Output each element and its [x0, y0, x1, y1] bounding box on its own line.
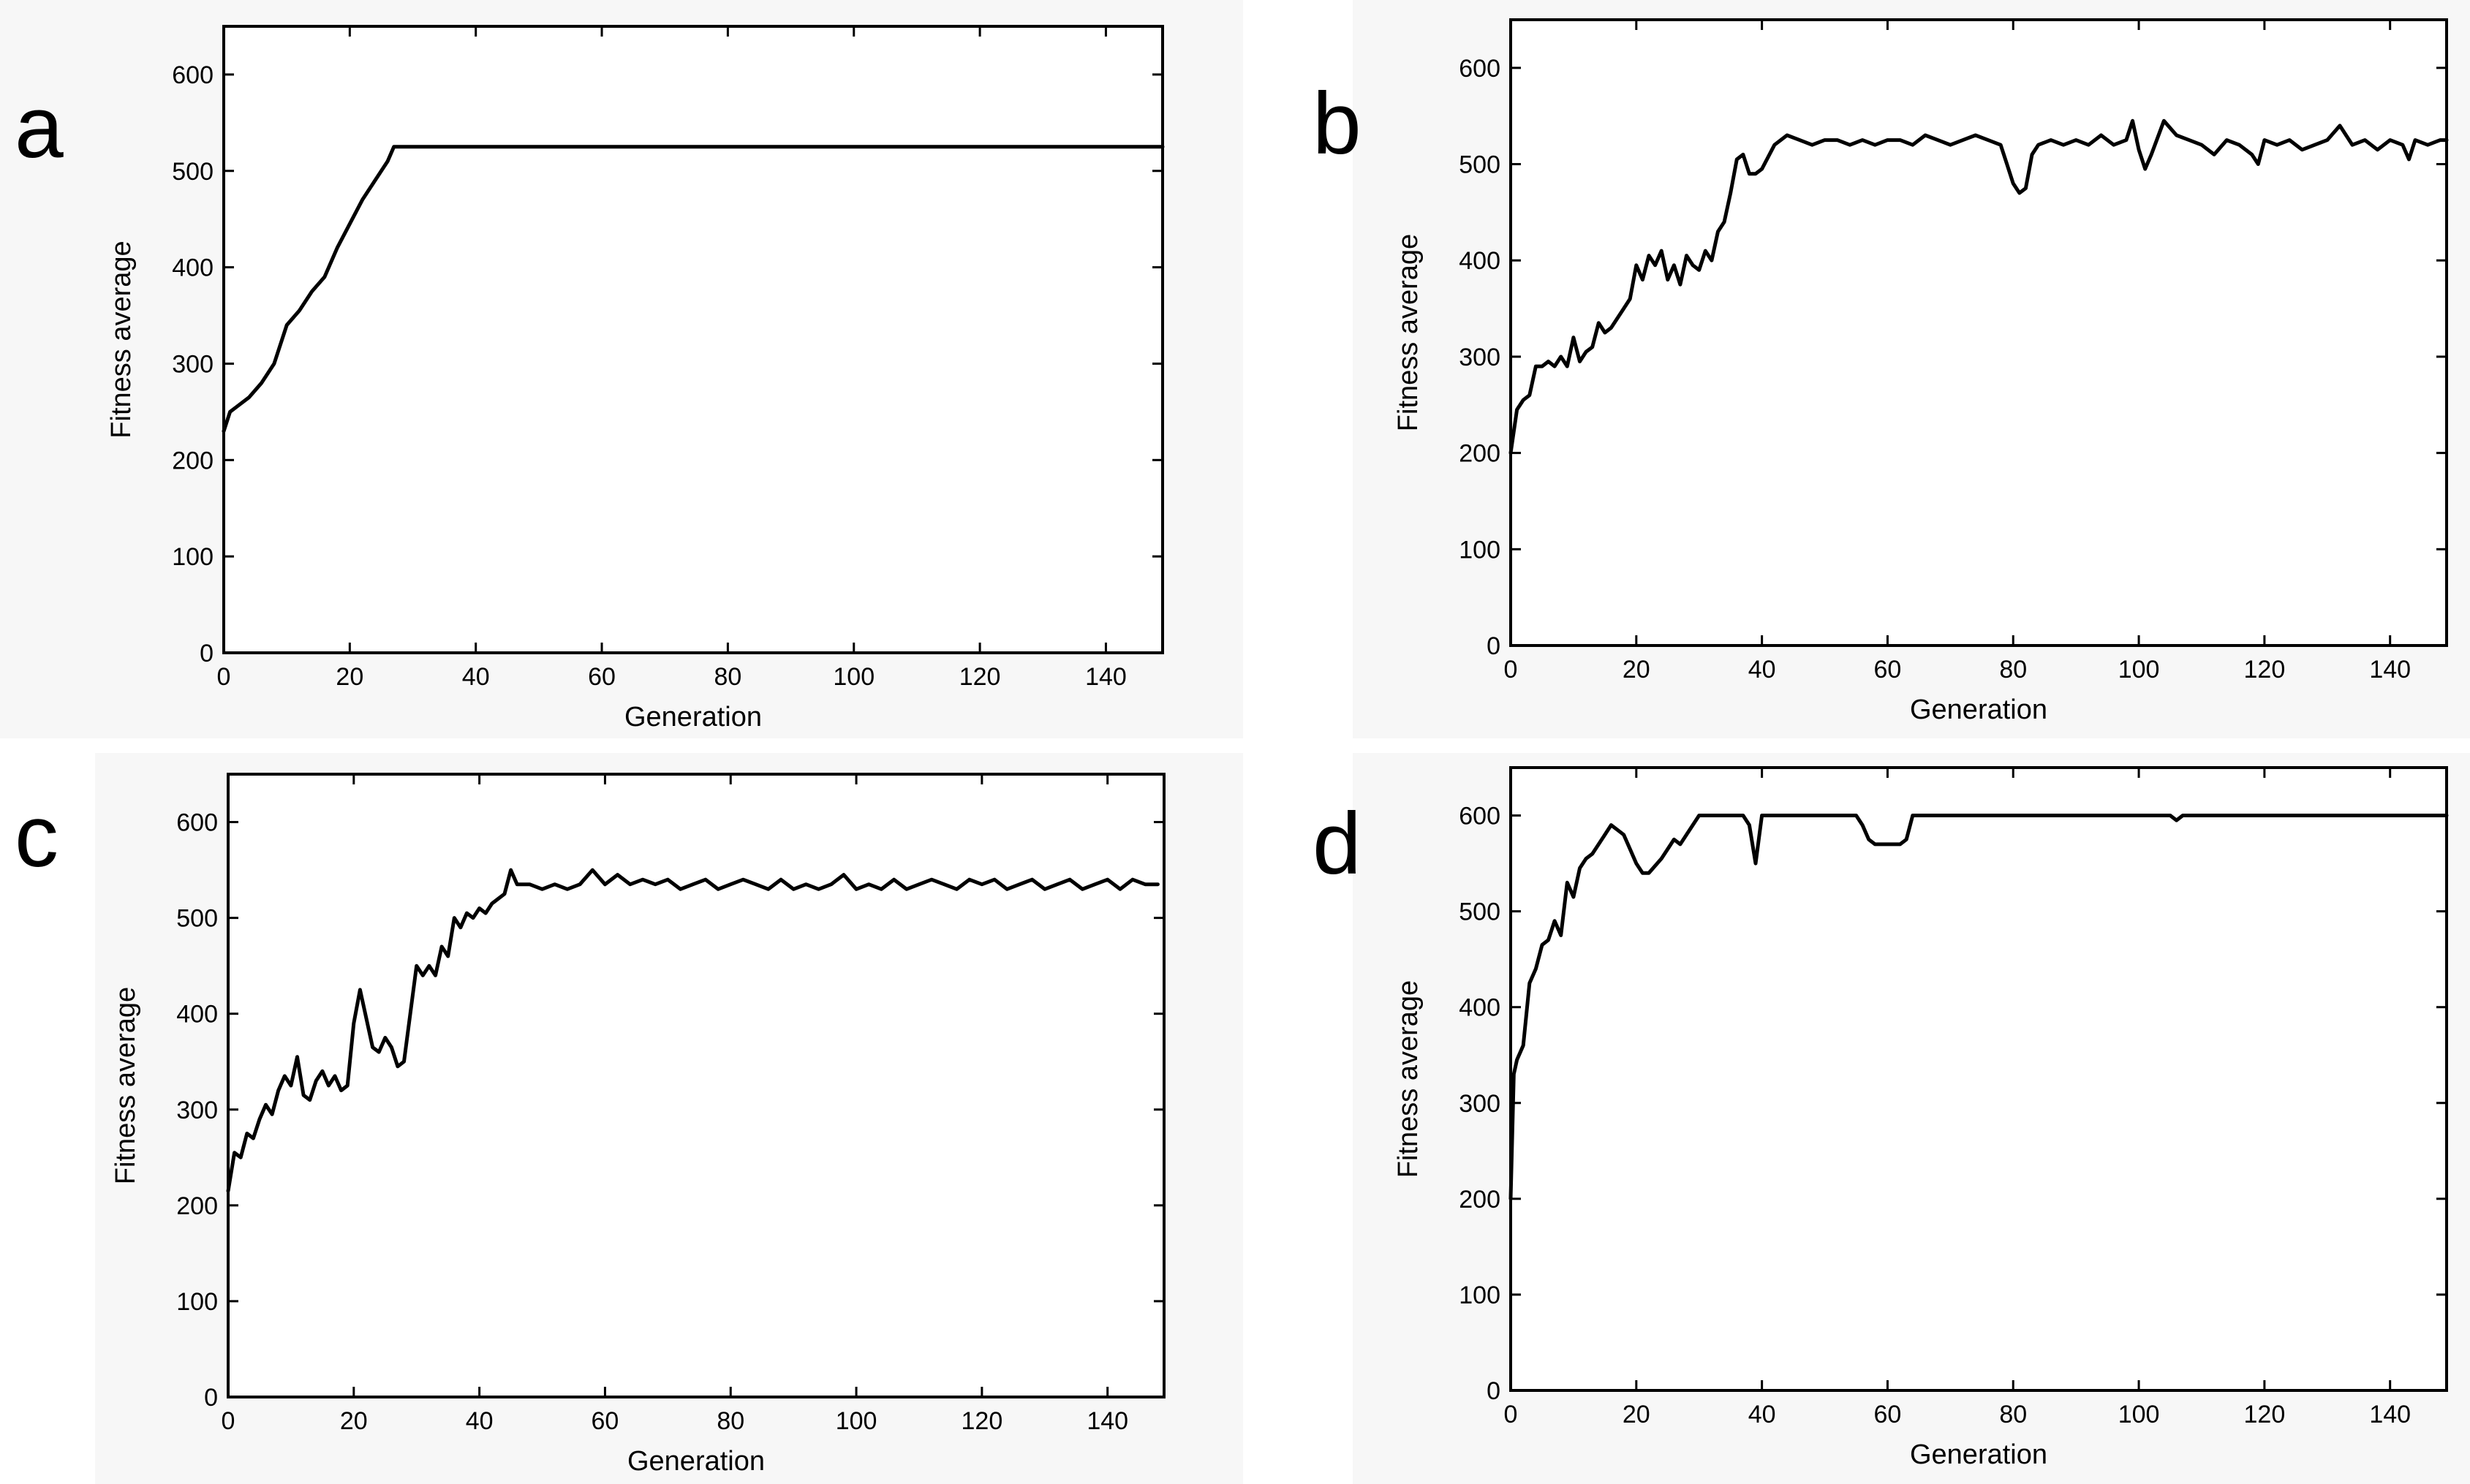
chart-panel-c: 0 20 40 60 80 100 120 140 0 100 200 300 400 500 600 Gen… [15, 753, 1243, 1484]
x-tick-label: 40 [1748, 1401, 1776, 1428]
y-tick-label: 300 [176, 1097, 218, 1124]
x-tick-label: 20 [1623, 656, 1650, 684]
x-tick-label: 140 [1087, 1407, 1128, 1435]
x-tick-label: 140 [2369, 1401, 2411, 1428]
series-line-0 [226, 868, 1160, 1193]
y-tick-label: 0 [1487, 1377, 1500, 1405]
series-line-0 [1508, 814, 2449, 1201]
x-tick-label: 120 [962, 1407, 1003, 1435]
y-axis-label: Fitness average [110, 987, 141, 1184]
x-tick-label: 100 [2118, 656, 2160, 684]
y-tick-label: 200 [1459, 1186, 1500, 1214]
x-axis-label: Generation [624, 702, 762, 732]
y-tick-label: 500 [1459, 151, 1500, 179]
x-tick-label: 80 [714, 663, 741, 691]
y-tick-label: 300 [172, 350, 214, 378]
x-tick-label: 60 [592, 1407, 619, 1435]
y-tick-label: 600 [176, 809, 218, 837]
x-axis-label: Generation [1910, 1439, 2047, 1470]
x-tick-label: 120 [2244, 1401, 2286, 1428]
x-tick-label: 60 [1874, 1401, 1902, 1428]
y-tick-label: 100 [1459, 536, 1500, 564]
x-tick-label: 60 [588, 663, 616, 691]
plot-area [1509, 766, 2448, 1392]
y-tick-label: 500 [172, 158, 214, 186]
x-tick-label: 120 [2244, 656, 2286, 684]
y-tick-label: 100 [1459, 1282, 1500, 1309]
x-tick-label: 100 [836, 1407, 877, 1435]
x-tick-label: 40 [1748, 656, 1776, 684]
y-tick-label: 0 [1487, 632, 1500, 660]
x-tick-label: 60 [1874, 656, 1902, 684]
y-tick-label: 400 [1459, 994, 1500, 1022]
x-tick-label: 80 [1999, 656, 2027, 684]
y-tick-label: 400 [176, 1001, 218, 1029]
x-tick-label: 100 [833, 663, 875, 691]
y-axis-label: Fitness average [106, 241, 137, 438]
plot-area [222, 25, 1164, 654]
x-tick-label: 140 [2369, 656, 2411, 684]
panel-letter: c [15, 787, 58, 885]
y-tick-label: 300 [1459, 344, 1500, 371]
x-tick-label: 140 [1085, 663, 1127, 691]
x-axis-label: Generation [1910, 694, 2047, 725]
y-tick-label: 200 [176, 1192, 218, 1220]
y-tick-label: 100 [176, 1288, 218, 1316]
y-tick-label: 100 [172, 543, 214, 571]
chart-panel-b: 0 20 40 60 80 100 120 140 0 100 200 300 400 500 600 Gen… [1313, 0, 2470, 738]
x-tick-label: 80 [1999, 1401, 2027, 1428]
series-line-0 [1508, 118, 2449, 455]
y-axis-label: Fitness average [1393, 980, 1424, 1178]
plot-area [1509, 18, 2448, 647]
x-tick-label: 40 [462, 663, 490, 691]
series-line-0 [222, 145, 1165, 434]
x-tick-label: 20 [336, 663, 363, 691]
panel-letter: a [15, 78, 64, 176]
y-tick-label: 200 [1459, 440, 1500, 468]
y-tick-label: 0 [204, 1384, 218, 1412]
chart-panel-d: 0 20 40 60 80 100 120 140 0 100 200 300 400 500 600 Gen… [1313, 753, 2470, 1484]
x-tick-label: 0 [217, 663, 231, 691]
x-axis-label: Generation [627, 1446, 765, 1477]
panel-letter: d [1313, 795, 1361, 893]
plot-area [227, 773, 1166, 1398]
y-tick-label: 400 [1459, 247, 1500, 275]
y-tick-label: 400 [172, 254, 214, 282]
x-tick-label: 100 [2118, 1401, 2160, 1428]
y-tick-label: 0 [200, 640, 214, 667]
x-tick-label: 20 [1623, 1401, 1650, 1428]
y-tick-label: 600 [1459, 803, 1500, 830]
y-tick-label: 200 [172, 447, 214, 474]
x-tick-label: 0 [1504, 1401, 1518, 1428]
y-axis-label: Fitness average [1393, 234, 1424, 431]
y-tick-label: 300 [1459, 1090, 1500, 1118]
y-tick-label: 500 [1459, 898, 1500, 926]
x-tick-label: 80 [717, 1407, 744, 1435]
x-tick-label: 0 [222, 1407, 235, 1435]
chart-panel-a: 0 20 40 60 80 100 120 140 0 100 200 300 400 500 600 Gen… [0, 0, 1243, 738]
x-tick-label: 20 [340, 1407, 368, 1435]
y-tick-label: 600 [1459, 55, 1500, 83]
x-tick-label: 120 [959, 663, 1001, 691]
y-tick-label: 500 [176, 905, 218, 933]
panel-letter: b [1313, 75, 1361, 173]
y-tick-label: 600 [172, 61, 214, 89]
x-tick-label: 0 [1504, 656, 1518, 684]
x-tick-label: 40 [466, 1407, 494, 1435]
